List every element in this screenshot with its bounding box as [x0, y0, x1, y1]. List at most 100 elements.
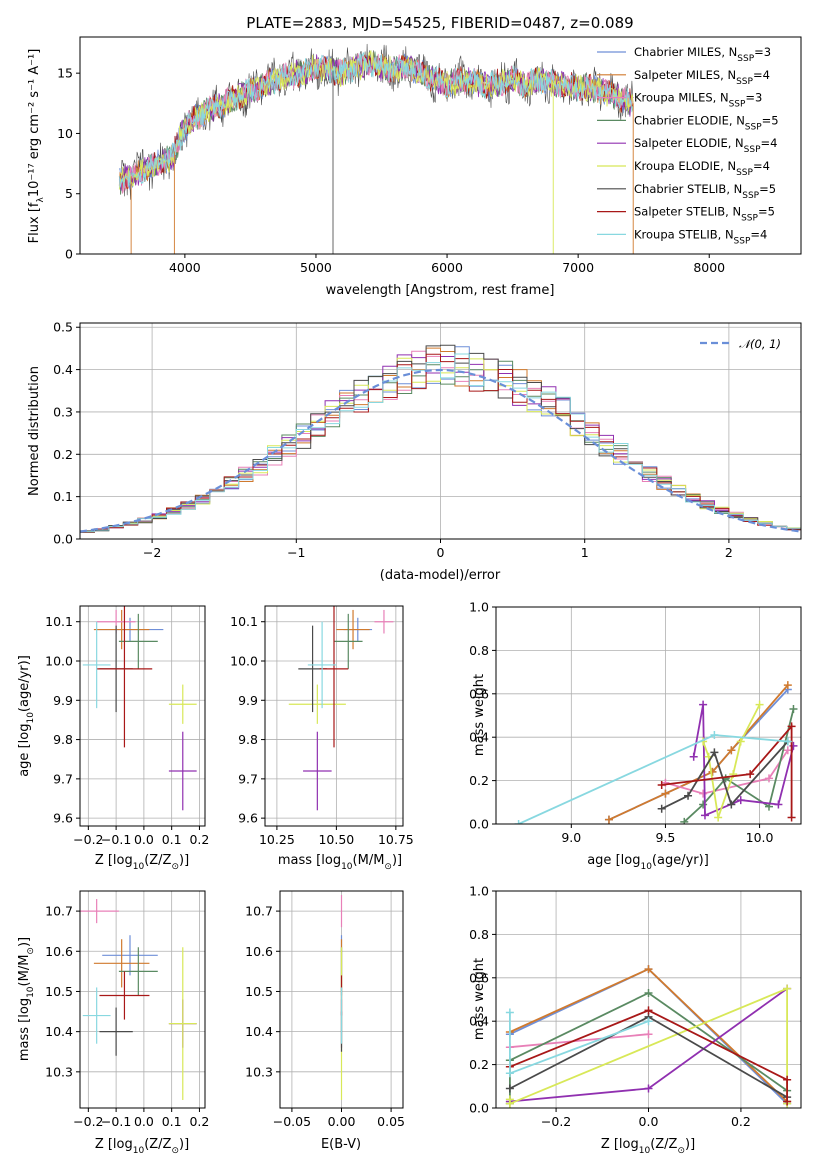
legend-entry-part: SSP	[729, 100, 746, 110]
spectrum-ylabel: Flux [fλ10⁻¹⁷ erg cm⁻² s⁻¹ A⁻¹]	[27, 49, 46, 244]
weight_vs_age-line-salpeter-elodie	[692, 704, 795, 817]
weight-z-xlabel-part: (Z/Z	[650, 1137, 677, 1152]
normal-curve	[80, 368, 801, 533]
legend-entry-part: Kroupa ELODIE,	[634, 159, 727, 173]
weight_vs_z-marker	[644, 1006, 653, 1015]
legend-entry-part: Kroupa MILES,	[634, 91, 720, 105]
weight_vs_age-ytick-label: 0.4	[469, 730, 489, 745]
residuals-xtick-label: −1	[287, 545, 305, 560]
weight-age-ylabel: mass weight	[472, 674, 487, 756]
residuals-ytick-label: 0.2	[53, 447, 73, 462]
legend-entry-part: Chabrier MILES,	[634, 45, 729, 59]
residuals-ytick-label: 0.5	[53, 320, 73, 335]
weight_vs_z-marker	[644, 1017, 653, 1026]
legend-entry-part: Salpeter STELIB,	[634, 205, 732, 219]
age-z-xlabel-part: (Z/Z	[144, 853, 171, 868]
spectrum-line-kroupa-stelib	[118, 52, 634, 189]
legend-entry-part: SSP	[744, 145, 761, 155]
weight_vs_z-marker	[505, 1084, 514, 1093]
weight_vs_z-marker	[644, 1030, 653, 1039]
weight_vs_z-ytick-label: 0.8	[469, 927, 489, 942]
legend-entry: Kroupa ELODIE, NSSP=4	[634, 159, 770, 178]
mass_vs_ebv-xtick-label: 0.05	[377, 1114, 405, 1129]
weight-age-xlabel-part: (age/yr)]	[652, 853, 709, 868]
legend-entry-part: =3	[754, 45, 771, 59]
legend-entry: Kroupa STELIB, NSSP=4	[634, 227, 767, 246]
residuals-xtick-label: −2	[143, 545, 161, 560]
residuals-xtick-label: 1	[581, 545, 589, 560]
weight_vs_z-marker	[505, 1069, 514, 1078]
weight_vs_z-xtick-label: −0.2	[541, 1114, 571, 1129]
mass_vs_z-frame	[79, 890, 206, 1109]
age-mass-xlabel-part: )]	[392, 853, 402, 868]
weight_vs_age-xtick-label: 10.0	[746, 830, 774, 845]
legend-entry-part: =5	[762, 113, 779, 127]
age_vs_mass-ytick-label: 9.9	[238, 693, 258, 708]
legend-entry-part: SSP	[736, 168, 753, 178]
mass-z-xlabel-part: )]	[179, 1137, 189, 1152]
age_vs_z-frame	[79, 605, 206, 827]
mass_vs_z-axes: −0.2−0.1 0.0 0.1 0.2 10.3 10.4 10.5 10.6 10.7 Z […	[17, 890, 209, 1156]
weight_vs_age-marker	[783, 737, 792, 746]
residuals-frame	[79, 322, 802, 540]
legend-entry-part: SSP	[736, 77, 753, 87]
weight_vs_age-marker	[736, 796, 745, 805]
legend-entry-part: N	[725, 227, 734, 241]
weight_vs_age-axes: 9.0 9.5 10.0 0.0 0.2 0.4 0.6 0.8 1.0 age [log10(a…	[469, 600, 802, 872]
weight_vs_age-line-kroupa-stelib	[518, 734, 788, 824]
age_vs_mass-ytick-label: 9.7	[238, 771, 258, 786]
legend-entry-part: =4	[750, 227, 767, 241]
mass_vs_ebv-frame	[279, 890, 404, 1109]
mass_vs_ebv-ytick-label: 10.6	[245, 944, 273, 959]
spectrum-axes: 4000 5000 6000 7000 8000 0 5 10 15 wavelength [An…	[27, 36, 802, 298]
legend-entry-part: N	[736, 113, 745, 127]
age-mass-xlabel-part: ⊙	[384, 862, 392, 872]
weight_vs_age-ytick-label: 1.0	[469, 600, 489, 615]
mass_vs_ebv-ytick-label: 10.7	[245, 904, 273, 919]
legend-entry-part: N	[735, 136, 744, 150]
residuals-xtick-label: 2	[725, 545, 733, 560]
weight-z-xlabel-part: )]	[685, 1137, 695, 1152]
weight_vs_age-marker	[783, 681, 792, 690]
spectrum-ylabel-part: λ	[36, 197, 46, 203]
legend-entry: Chabrier ELODIE, NSSP=5	[634, 113, 779, 132]
weight_vs_age-marker	[710, 731, 719, 740]
weight_vs_z-marker	[505, 1008, 514, 1017]
legend-entry-part: N	[727, 159, 736, 173]
legend-entry: Salpeter STELIB, NSSP=5	[634, 205, 775, 224]
age-z-ylabel-part: 10	[26, 712, 36, 724]
mass-z-ylabel-part: mass [log	[17, 998, 32, 1061]
age_vs_mass-ytick-label: 9.8	[238, 732, 258, 747]
spectrum-ylabel-part: 10⁻¹⁷ erg cm⁻² s⁻¹ A⁻¹]	[27, 49, 42, 198]
residuals-xlabel: (data-model)/error	[380, 568, 501, 583]
weight_vs_age-line-kroupa-elodie	[702, 704, 761, 818]
age_vs_mass-plot-area	[288, 606, 394, 811]
legend-entry-part: Salpeter ELODIE,	[634, 136, 735, 150]
legend-entry-part: N	[732, 205, 741, 219]
weight_vs_age-marker	[789, 704, 798, 713]
mass_vs_ebv-xtick-label: −0.05	[273, 1114, 311, 1129]
age_vs_z-xtick-label: 0.2	[189, 832, 209, 847]
legend-entry: Kroupa MILES, NSSP=3	[634, 91, 762, 110]
residuals-plot-area	[80, 344, 801, 539]
age-z-xlabel-part: )]	[179, 853, 189, 868]
residuals-xtick-label: 0	[437, 545, 445, 560]
weight_vs_age-plot-area	[514, 681, 798, 824]
weight_vs_z-line-kroupa-miles	[509, 1033, 649, 1049]
weight_vs_z-ytick-label: 0.2	[469, 1057, 489, 1072]
mass-ebv-xlabel: E(B-V)	[321, 1137, 361, 1152]
mass_vs_z-xtick-label: −0.2	[73, 1114, 103, 1129]
mass_vs_ebv-ytick-label: 10.4	[245, 1024, 273, 1039]
weight-z-xlabel-part: Z [log	[601, 1137, 639, 1152]
age_vs_mass-axes: 10.25 10.50 10.75 9.6 9.7 9.8 9.9 10.0 10.1 mass …	[230, 605, 414, 872]
legend-entry-part: N	[729, 45, 738, 59]
weight-age-xlabel-part: age [log	[587, 853, 640, 868]
age_vs_z-ytick-label: 9.8	[53, 732, 73, 747]
weight_vs_z-ytick-label: 1.0	[469, 884, 489, 899]
legend-entry-part: Chabrier STELIB,	[634, 182, 734, 196]
spectrum-xtick-label: 8000	[693, 260, 725, 275]
weight-age-xlabel: age [log10(age/yr)]	[587, 853, 709, 872]
mass-z-ylabel-part: 10	[26, 986, 36, 998]
weight_vs_age-ytick-label: 0.6	[469, 686, 489, 701]
